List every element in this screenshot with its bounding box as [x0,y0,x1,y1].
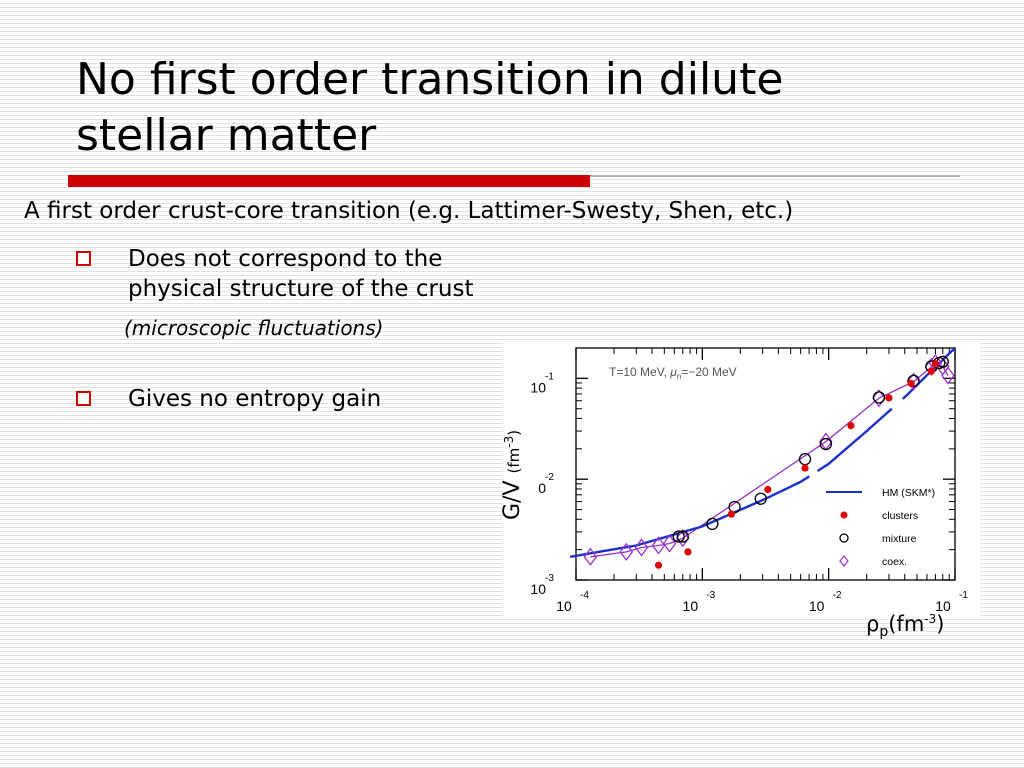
x-tick-label: 10 -2 [809,590,842,614]
bullet-1-line-1: Does not correspond to the [128,246,443,272]
chart-figure: 10 -4 10 -3 10 -2 10 -1 10 -1 0 -2 10 -3 T=10 MeV, μn=… [503,340,980,618]
x-tick-label: 10 -3 [683,590,716,614]
y-tick-label: 10-3 [530,573,554,597]
plot-frame [575,347,956,581]
svg-text:-3: -3 [545,573,554,584]
cluster-point [654,561,663,569]
chart-legend: HM (SKM*) clusters mixture coex. [826,487,935,568]
y-axis-label-main: G/V [500,480,525,520]
svg-text:10: 10 [530,581,546,597]
cluster-point [764,485,772,494]
legend-label: HM (SKM*) [882,487,935,499]
bullet-note: (microscopic fluctuations) [124,316,384,340]
legend-label: clusters [882,510,918,522]
x-tick-label: 10 -1 [935,590,968,614]
svg-text:0: 0 [538,480,546,496]
coex-point [634,538,649,557]
y-axis-label-unit: (fm-3) [502,429,523,474]
chart-annotation: T=10 MeV, μn=−20 MeV [609,365,737,381]
title-line-1: No first order transition in dilute [76,54,784,105]
series-hm-line [569,347,956,558]
y-tick-label: 0-2 [538,472,554,496]
svg-text:-1: -1 [959,590,968,601]
coex-point [906,372,921,391]
cluster-point [927,367,935,375]
square-bullet-icon [76,391,91,406]
legend-clusters-swatch [840,511,848,519]
svg-text:-1: -1 [545,371,554,382]
chart-svg: 10-410-310-210-110-10-210-3T=10 MeV, μn=… [530,347,968,614]
mixture-point [754,492,767,505]
svg-text:10: 10 [556,598,572,614]
title-line-2: stellar matter [76,110,377,161]
cluster-point [727,510,736,518]
series-coex-line [590,362,949,558]
coex-point [941,366,955,385]
cluster-point [931,360,940,368]
coex-point [662,534,677,553]
title-underline-red [68,175,590,187]
bullet-text-1: Does not correspond to the physical stru… [128,244,474,304]
cluster-point [847,421,855,430]
bullet-1-line-2: physical structure of the crust [128,276,474,302]
series-clusters [654,360,940,569]
coex-point [872,389,886,408]
x-tick-label: 10 -4 [556,590,589,614]
square-bullet-icon [76,251,91,266]
legend-coex-swatch [839,555,849,567]
mixture-point [676,530,689,543]
y-minor-ticks [576,347,955,551]
coex-point [651,536,666,555]
svg-text:-4: -4 [580,590,589,601]
cluster-point [801,464,809,472]
legend-mixture-swatch [839,533,849,543]
cluster-point [684,548,692,556]
coex-point [675,529,690,548]
cluster-point [885,394,893,402]
subheading: A first order crust-core transition (e.g… [24,198,794,224]
bullet-text-2: Gives no entropy gain [128,386,382,412]
mixture-point [872,391,886,404]
mixture-point [706,517,719,531]
svg-text:10: 10 [683,598,699,614]
mixture-point [672,530,685,543]
svg-text:10: 10 [809,598,825,614]
title-underline-gray [590,175,960,177]
legend-label: mixture [882,533,917,545]
y-tick-label: 10-1 [530,371,554,395]
svg-text:10: 10 [530,379,546,395]
slide-title: No first order transition in dilute stel… [76,52,976,164]
svg-text:-3: -3 [706,590,715,601]
svg-text:10: 10 [935,598,951,614]
svg-text:-2: -2 [833,590,842,601]
y-axis-label: G/V (fm-3) [500,430,525,520]
mixture-point [907,374,920,387]
x-axis-label-sub: p [879,624,889,641]
coex-point [619,542,634,561]
x-axis-label-rho: ρ [866,612,880,636]
legend-label: coex. [882,556,907,568]
svg-text:-2: -2 [545,472,554,483]
coex-point [583,547,598,566]
x-axis-label: ρp(fm-3) [866,612,945,641]
mixture-point [819,437,833,451]
cluster-point [907,379,915,388]
x-minor-ticks [613,348,950,580]
